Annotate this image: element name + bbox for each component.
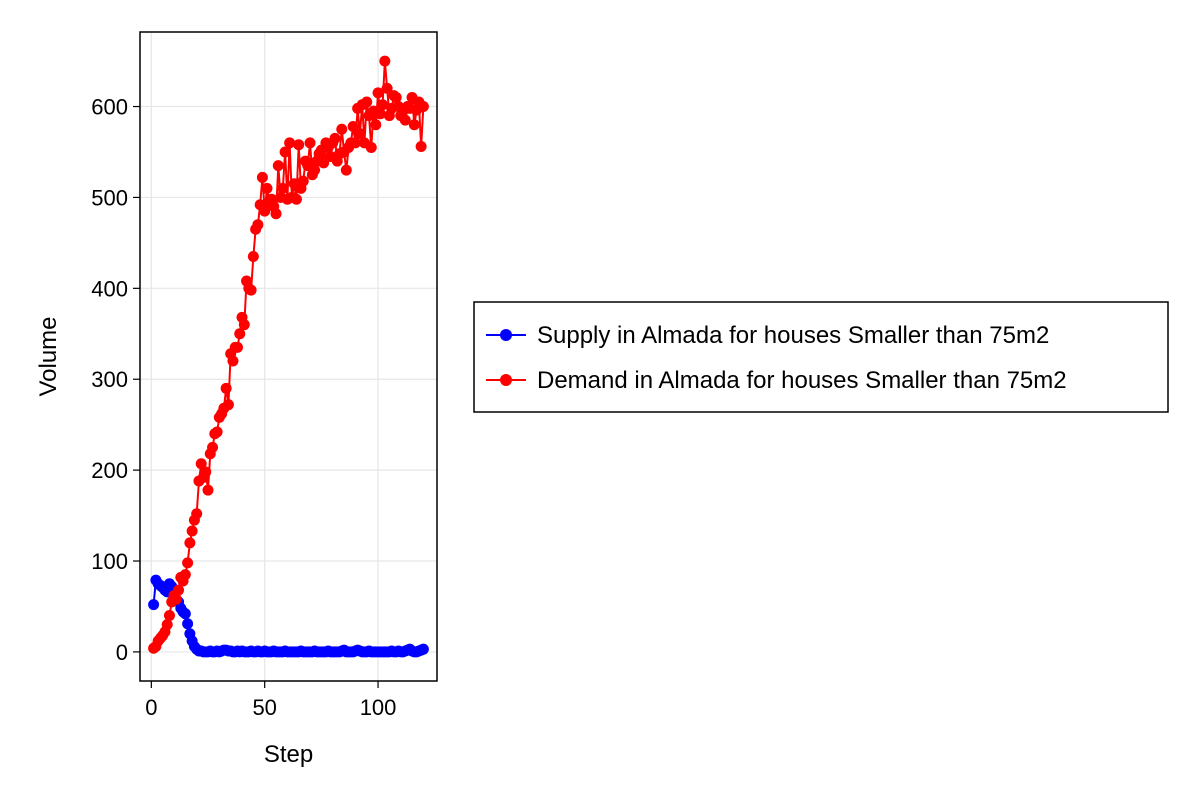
demand-data-point [272,160,284,172]
legend-marker-supply [500,329,512,341]
demand-data-point [234,328,246,340]
demand-data-point [329,132,341,144]
demand-data-point [200,466,212,478]
demand-data-point [186,525,198,537]
y-tick-label: 200 [91,458,128,483]
demand-data-point [191,508,203,520]
demand-data-point [207,441,219,453]
supply-data-point [148,599,160,611]
demand-data-point [231,341,243,353]
demand-data-point [293,139,305,151]
legend-entry-demand: Demand in Almada for houses Smaller than… [486,367,1067,394]
demand-data-point [347,121,359,133]
x-tick-label: 0 [145,695,157,720]
x-tick-label: 50 [252,695,276,720]
demand-data-point [163,610,175,622]
demand-data-point [252,219,264,231]
demand-data-point [182,557,194,569]
x-tick-label: 100 [360,695,397,720]
demand-data-point [381,82,393,94]
demand-data-point [247,251,259,263]
demand-data-point [179,569,191,581]
supply-data-point [417,643,429,655]
demand-data-point [377,99,389,111]
plot-frame [139,31,438,682]
y-tick-label: 400 [91,276,128,301]
demand-data-point [211,426,223,438]
demand-data-point [161,619,173,631]
legend-label-supply: Supply in Almada for houses Smaller than… [537,322,1049,349]
demand-data-point [365,141,377,153]
demand-data-point [354,128,366,140]
demand-data-point [170,593,182,605]
y-tick-label: 0 [116,640,128,665]
demand-data-point [184,537,196,549]
series-layer [148,55,429,658]
demand-data-point [361,96,373,108]
demand-data-point [372,87,384,99]
demand-data-point [245,284,257,296]
x-axis-title: Step [264,741,313,768]
legend-label-demand: Demand in Almada for houses Smaller than… [537,367,1067,394]
demand-data-point [202,484,214,496]
demand-data-point [309,164,321,176]
y-tick-label: 100 [91,549,128,574]
demand-data-point [284,137,296,149]
y-tick-label: 500 [91,185,128,210]
demand-data-point [277,182,289,194]
y-axis-title: Volume [35,316,62,396]
demand-data-point [256,171,268,183]
legend-box [473,301,1169,413]
supply-data-point [179,608,191,620]
demand-data-point [415,141,427,153]
demand-data-point [261,182,273,194]
demand-data-point [227,355,239,367]
demand-data-point [220,382,232,394]
demand-data-point [374,108,386,120]
demand-data-point [370,119,382,131]
y-tick-label: 600 [91,95,128,120]
demand-data-point [259,205,271,217]
ticks: 0 50 100 0 100 200 300 400 500 600 [91,95,396,720]
supply-data-point [182,618,194,630]
demand-data-point [238,319,250,331]
demand-data-point [417,101,429,113]
legend-marker-demand [500,374,512,386]
demand-data-point [379,55,391,67]
demand-data-point [279,146,291,158]
demand-data-point [290,193,302,205]
demand-data-point [340,164,352,176]
demand-data-point [349,137,361,149]
legend: Supply in Almada for houses Smaller than… [473,301,1169,413]
demand-data-point [222,399,234,411]
demand-data-point [304,137,316,149]
demand-data-point [408,119,420,131]
demand-data-point [297,175,309,187]
y-tick-label: 300 [91,367,128,392]
demand-data-point [195,458,207,470]
demand-data-point [336,123,348,135]
legend-entry-supply: Supply in Almada for houses Smaller than… [486,322,1049,349]
demand-data-point [390,91,402,103]
demand-data-point [270,208,282,220]
demand-data-point [399,114,411,126]
demand-data-point [173,584,185,596]
